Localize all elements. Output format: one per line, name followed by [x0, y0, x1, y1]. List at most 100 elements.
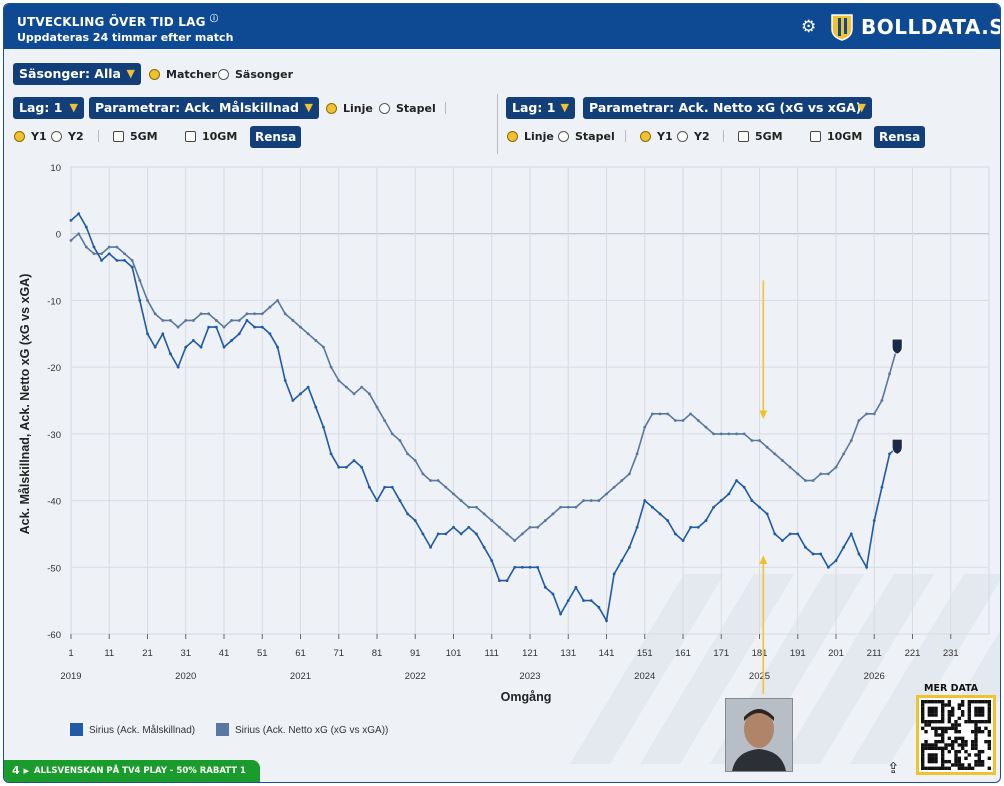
mode-sasonger-label[interactable]: Säsonger	[235, 68, 294, 81]
series-point	[559, 612, 562, 616]
right-10gm-checkbox[interactable]	[810, 131, 821, 142]
season-select[interactable]: Säsonger: Alla ▼	[13, 63, 141, 85]
y-tick-label: -10	[47, 296, 61, 307]
divider	[445, 102, 446, 114]
series-point	[115, 245, 119, 249]
player-silhouette	[726, 699, 792, 771]
series-point	[589, 599, 593, 603]
shield-logo-icon	[831, 14, 853, 41]
series-point	[475, 505, 478, 509]
season-tick-label: 2024	[634, 671, 655, 682]
right-y2-label[interactable]: Y2	[694, 130, 710, 143]
right-5gm-checkbox[interactable]	[738, 131, 749, 142]
series-point	[528, 565, 532, 569]
legend-label-1[interactable]: Sirius (Ack. Målskillnad)	[89, 724, 195, 736]
left-y2-radio[interactable]	[51, 131, 62, 142]
left-10gm-checkbox[interactable]	[185, 131, 196, 142]
mode-matcher-radio[interactable]	[149, 69, 160, 80]
chevron-down-icon: ▼	[857, 101, 866, 114]
left-y1-label[interactable]: Y1	[31, 130, 47, 143]
gear-icon[interactable]: ⚙	[801, 17, 817, 37]
series-point	[597, 499, 601, 502]
right-clear-button[interactable]: Rensa	[874, 126, 926, 148]
series-point	[712, 505, 715, 509]
right-stapel-label[interactable]: Stapel	[575, 130, 615, 143]
left-stapel-label[interactable]: Stapel	[396, 102, 436, 115]
left-y1-radio[interactable]	[14, 131, 25, 142]
left-5gm-checkbox[interactable]	[113, 131, 124, 142]
series-point	[199, 345, 203, 349]
right-linje-label[interactable]: Linje	[524, 130, 554, 143]
series-point	[421, 472, 425, 476]
series-point	[482, 512, 486, 516]
series-point	[459, 499, 463, 502]
series-point	[689, 525, 693, 529]
series-point	[628, 472, 631, 476]
left-y2-label[interactable]: Y2	[68, 130, 84, 143]
series-point	[666, 519, 670, 522]
series-point	[176, 325, 180, 329]
series-point	[796, 472, 800, 476]
logo-text[interactable]: BOLLDATA.SE	[861, 15, 1000, 39]
y-tick-label: -20	[47, 363, 61, 374]
series-point	[459, 532, 463, 536]
left-10gm-label[interactable]: 10GM	[202, 130, 238, 143]
series-point	[505, 579, 509, 583]
mode-matcher-label[interactable]: Matcher	[166, 68, 217, 81]
qr-code-icon[interactable]	[916, 695, 996, 775]
right-y1-label[interactable]: Y1	[657, 130, 673, 143]
x-tick-label: 61	[295, 648, 306, 659]
right-y2-radio[interactable]	[677, 131, 688, 142]
chevron-down-icon: ▼	[304, 101, 313, 114]
series-point	[413, 519, 417, 522]
left-team-select[interactable]: Lag: 1 ▼	[13, 97, 84, 119]
divider	[723, 130, 724, 142]
legend-label-2[interactable]: Sirius (Ack. Netto xG (xG vs xGA))	[235, 725, 388, 736]
right-stapel-radio[interactable]	[558, 131, 569, 142]
info-icon[interactable]: ⓘ	[210, 14, 219, 23]
left-linje-radio[interactable]	[326, 103, 337, 114]
left-param-select[interactable]: Parametrar: Ack. Målskillnad ▼	[89, 97, 319, 119]
series-point	[804, 479, 807, 482]
left-clear-button[interactable]: Rensa	[250, 126, 302, 148]
series-point	[375, 499, 379, 502]
series-point	[375, 405, 379, 409]
series-point	[612, 572, 616, 576]
player-photo[interactable]	[725, 698, 793, 772]
header-bar: UTVECKLING ÖVER TID LAG ⓘ Uppdateras 24 …	[4, 4, 1000, 49]
series-point	[834, 559, 838, 563]
x-tick-label: 171	[713, 648, 729, 659]
series-point	[582, 499, 585, 502]
series-point	[276, 299, 279, 302]
right-team-select[interactable]: Lag: 1 ▼	[506, 97, 575, 119]
series-point	[490, 519, 494, 522]
mode-sasonger-radio[interactable]	[218, 69, 229, 80]
right-linje-radio[interactable]	[507, 131, 518, 142]
series-point	[773, 452, 777, 456]
series-point	[880, 399, 884, 402]
series-point	[130, 259, 134, 262]
right-10gm-label[interactable]: 10GM	[827, 130, 863, 143]
right-param-select[interactable]: Parametrar: Ack. Netto xG (xG vs xGA) ▼	[583, 97, 872, 119]
left-linje-label[interactable]: Linje	[343, 102, 373, 115]
share-icon[interactable]: ⇪	[887, 759, 900, 777]
series-point	[161, 319, 165, 322]
promo-banner[interactable]: 4 ▸ ALLSVENSKAN PÅ TV4 PLAY - 50% RABATT…	[4, 760, 260, 782]
right-y1-radio[interactable]	[640, 131, 651, 142]
series-point	[842, 545, 846, 549]
x-tick-label: 161	[675, 648, 691, 659]
series-point	[329, 452, 333, 456]
series-point	[245, 312, 249, 316]
left-stapel-radio[interactable]	[379, 103, 390, 114]
series-line	[70, 212, 898, 624]
right-5gm-label[interactable]: 5GM	[755, 130, 783, 143]
series-point	[260, 312, 264, 316]
series-point	[84, 225, 88, 229]
series-point	[689, 412, 693, 416]
season-tick-label: 2021	[290, 671, 311, 682]
x-tick-label: 221	[905, 648, 921, 659]
series-point	[727, 432, 731, 436]
series-point	[360, 385, 364, 389]
team-badges	[891, 338, 903, 455]
left-5gm-label[interactable]: 5GM	[130, 130, 158, 143]
